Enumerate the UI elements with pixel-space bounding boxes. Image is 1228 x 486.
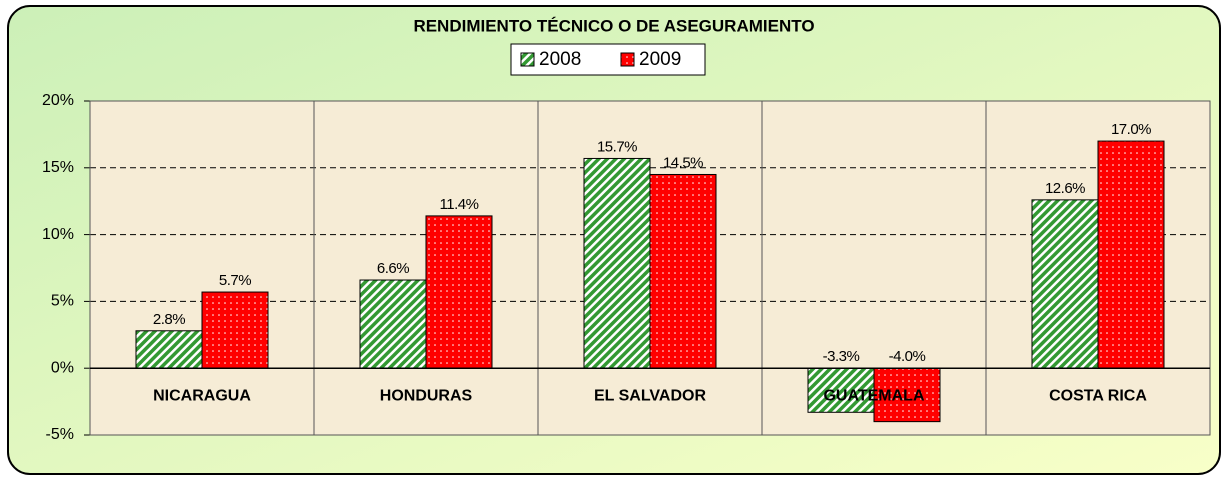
- legend-label: 2009: [639, 49, 681, 70]
- bar: [201, 291, 269, 369]
- y-tick-label: 0%: [51, 359, 74, 376]
- legend-swatch: [520, 52, 535, 67]
- value-label: -3.3%: [823, 348, 860, 365]
- chart-title: RENDIMIENTO TÉCNICO O DE ASEGURAMIENTO: [413, 16, 814, 35]
- x-tick-label: COSTA RICA: [1049, 387, 1147, 404]
- bar: [649, 173, 717, 369]
- bar: [135, 330, 203, 369]
- bar: [1097, 140, 1165, 369]
- plot-border: [89, 100, 1211, 436]
- legend-swatch: [620, 52, 635, 67]
- value-label: 12.6%: [1045, 180, 1085, 197]
- x-tick-label: EL SALVADOR: [594, 387, 706, 404]
- bar: [807, 367, 875, 413]
- value-label: 5.7%: [219, 272, 251, 289]
- bar: [1031, 199, 1099, 369]
- x-tick-label: HONDURAS: [380, 387, 473, 404]
- bar: [359, 279, 427, 369]
- bar: [583, 157, 651, 369]
- value-label: -4.0%: [889, 348, 926, 365]
- value-label: 11.4%: [440, 196, 479, 213]
- bar: [873, 367, 941, 423]
- value-label: 14.5%: [663, 154, 703, 171]
- legend: [510, 43, 706, 76]
- legend-label: 2008: [539, 49, 581, 70]
- value-label: 6.6%: [377, 260, 409, 277]
- bar: [425, 215, 493, 369]
- value-label: 17.0%: [1111, 121, 1151, 138]
- y-tick-label: 10%: [42, 226, 74, 243]
- x-tick-label: GUATEMALA: [823, 387, 924, 404]
- value-label: 15.7%: [597, 138, 637, 155]
- y-tick-label: 20%: [42, 92, 74, 109]
- y-tick-label: -5%: [46, 426, 74, 443]
- x-tick-label: NICARAGUA: [153, 387, 251, 404]
- value-label: 2.8%: [153, 311, 185, 328]
- y-tick-label: 15%: [42, 159, 74, 176]
- y-tick-label: 5%: [51, 293, 74, 310]
